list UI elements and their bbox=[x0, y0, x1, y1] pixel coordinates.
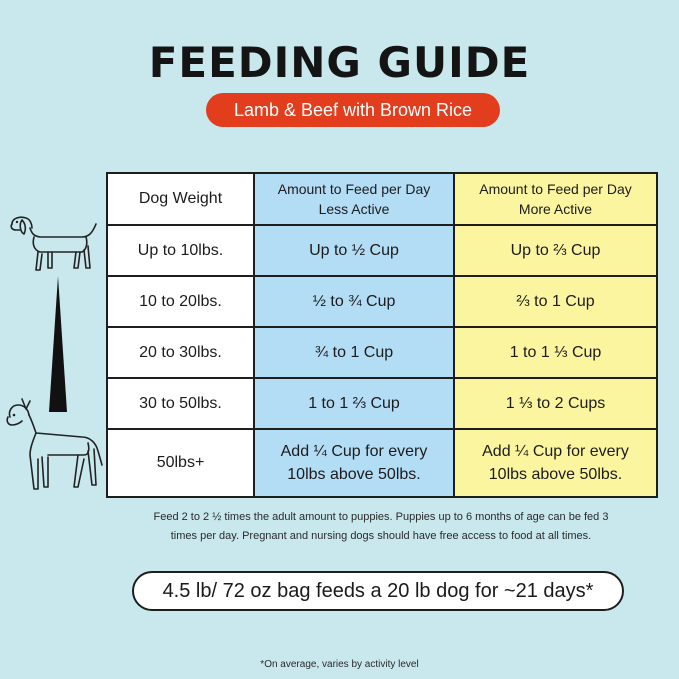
header-dog-weight: Dog Weight bbox=[106, 172, 255, 226]
less-active-cell: Add ¼ Cup for every 10lbs above 50lbs. bbox=[253, 428, 455, 498]
table-row: 30 to 50lbs. 1 to 1 ⅔ Cup 1 ⅓ to 2 Cups bbox=[106, 377, 658, 430]
table-row: 50lbs+ Add ¼ Cup for every 10lbs above 5… bbox=[106, 428, 658, 498]
large-dog-icon bbox=[6, 398, 103, 490]
feeding-table: Dog Weight Amount to Feed per Day Less A… bbox=[106, 172, 658, 498]
bag-info-badge: 4.5 lb/ 72 oz bag feeds a 20 lb dog for … bbox=[132, 571, 624, 611]
page-title: FEEDING GUIDE bbox=[148, 38, 531, 87]
table-header-row: Dog Weight Amount to Feed per Day Less A… bbox=[106, 172, 658, 226]
more-active-cell: Up to ⅔ Cup bbox=[453, 224, 658, 277]
weight-cell: 20 to 30lbs. bbox=[106, 326, 255, 379]
footnote: *On average, varies by activity level bbox=[260, 659, 419, 670]
header-more-active: Amount to Feed per Day More Active bbox=[453, 172, 658, 226]
puppy-feeding-note: Feed 2 to 2 ½ times the adult amount to … bbox=[153, 511, 609, 542]
weight-cell: Up to 10lbs. bbox=[106, 224, 255, 277]
table-row: 20 to 30lbs. ¾ to 1 Cup 1 to 1 ⅓ Cup bbox=[106, 326, 658, 379]
more-active-cell: 1 ⅓ to 2 Cups bbox=[453, 377, 658, 430]
weight-cell: 50lbs+ bbox=[106, 428, 255, 498]
more-active-cell: ⅔ to 1 Cup bbox=[453, 275, 658, 328]
size-scale-wedge-icon bbox=[49, 276, 67, 412]
less-active-cell: ½ to ¾ Cup bbox=[253, 275, 455, 328]
less-active-cell: ¾ to 1 Cup bbox=[253, 326, 455, 379]
small-dog-icon bbox=[10, 216, 97, 271]
product-subtitle-badge: Lamb & Beef with Brown Rice bbox=[206, 93, 500, 127]
more-active-cell: 1 to 1 ⅓ Cup bbox=[453, 326, 658, 379]
more-active-cell: Add ¼ Cup for every 10lbs above 50lbs. bbox=[453, 428, 658, 498]
weight-cell: 10 to 20lbs. bbox=[106, 275, 255, 328]
table-row: Up to 10lbs. Up to ½ Cup Up to ⅔ Cup bbox=[106, 224, 658, 277]
less-active-cell: Up to ½ Cup bbox=[253, 224, 455, 277]
less-active-cell: 1 to 1 ⅔ Cup bbox=[253, 377, 455, 430]
header-less-active: Amount to Feed per Day Less Active bbox=[253, 172, 455, 226]
weight-cell: 30 to 50lbs. bbox=[106, 377, 255, 430]
table-row: 10 to 20lbs. ½ to ¾ Cup ⅔ to 1 Cup bbox=[106, 275, 658, 328]
